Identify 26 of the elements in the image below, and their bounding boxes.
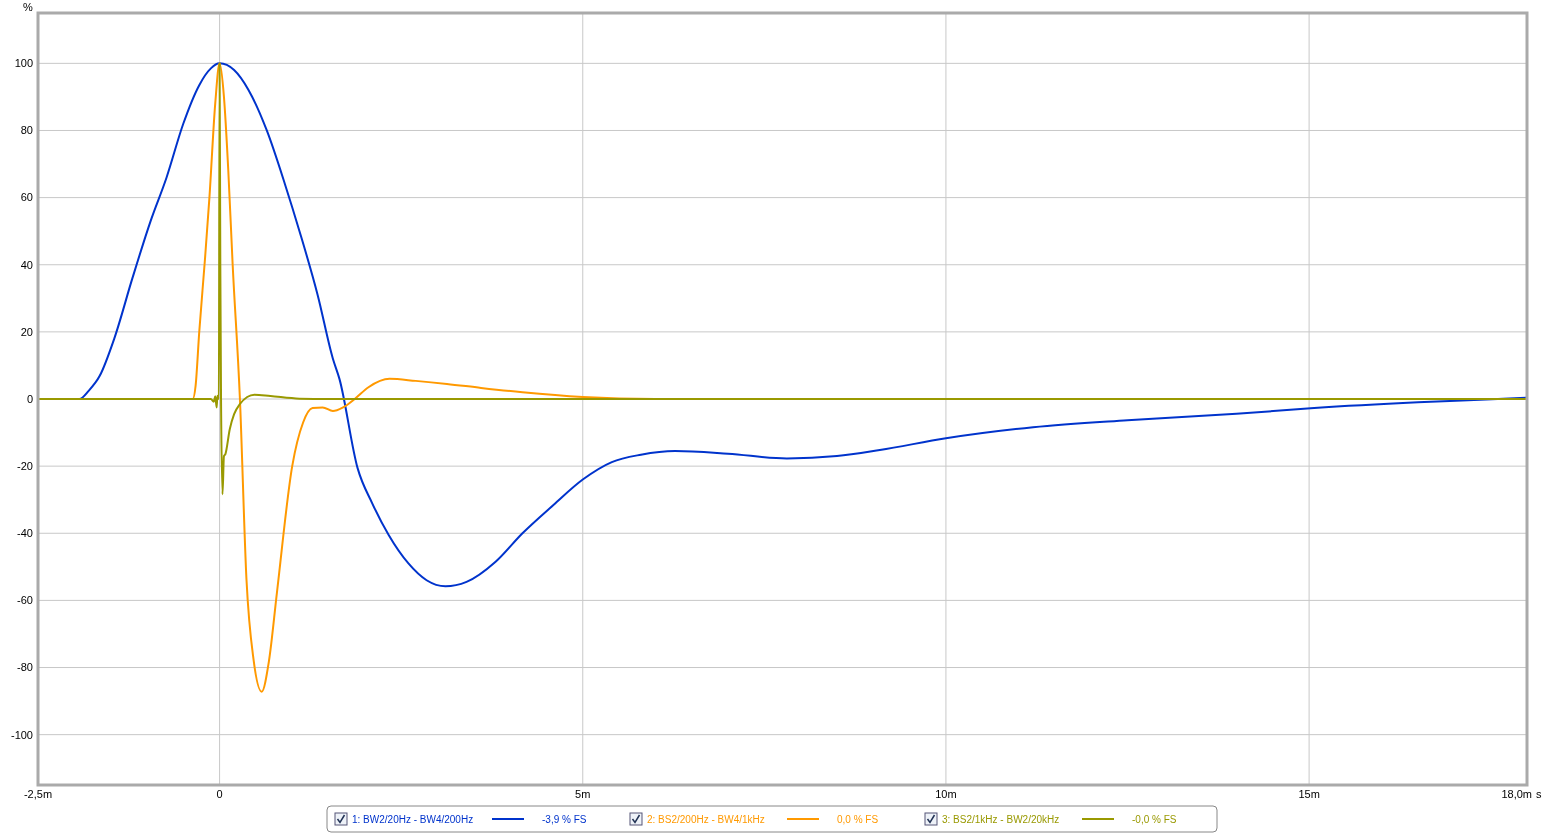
text: 0,0 % FS (837, 813, 879, 825)
text: -3,9 % FS (542, 813, 587, 825)
x-tick-label: 10m (935, 788, 957, 800)
y-tick-label: 0 (26, 392, 33, 405)
y-tick-label: 80 (20, 124, 33, 137)
x-tick-label: 18,0m (1501, 788, 1532, 800)
y-tick-label: -80 (17, 661, 33, 674)
y-tick-label: -100 (10, 728, 33, 741)
x-tick-label: 5m (575, 788, 591, 800)
y-tick-label: -40 (17, 527, 33, 540)
x-axis-title: s (1536, 788, 1542, 800)
text: -0,0 % FS (1132, 813, 1177, 825)
y-tick-label: -20 (17, 459, 33, 472)
text: 3: BS2/1kHz - BW2/20kHz (942, 813, 1060, 825)
y-tick-label: 100 (14, 57, 33, 70)
y-tick-label: 60 (20, 191, 33, 204)
y-tick-label: -60 (17, 594, 33, 607)
y-axis-title: % (23, 1, 34, 13)
x-tick-label: -2,5m (23, 788, 53, 800)
x-tick-label: 0 (216, 788, 223, 800)
line-series (38, 62, 1527, 496)
y-tick-label: 20 (20, 325, 33, 338)
text: 2: BS2/200Hz - BW4/1kHz (647, 813, 765, 825)
y-tick-label: 40 (20, 258, 33, 271)
x-tick-label: 15m (1298, 788, 1320, 800)
text: 1: BW2/20Hz - BW4/200Hz (352, 813, 474, 825)
